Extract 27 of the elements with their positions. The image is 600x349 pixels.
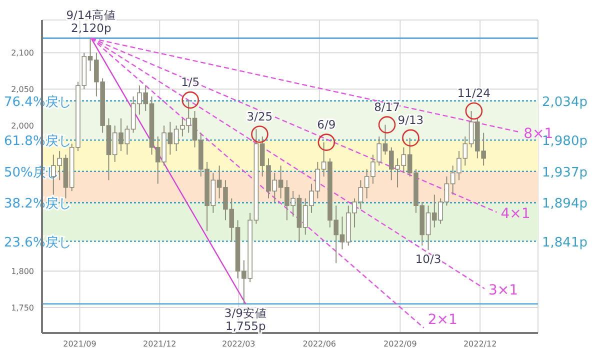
annotation: 3/25 [246, 109, 273, 124]
annotation: 6/9 [317, 117, 336, 132]
y-tick-label: 2,000 [11, 121, 34, 130]
series-label: 4×1 [500, 206, 530, 222]
annotation: 3/9安値 1,755p [224, 306, 267, 333]
annotation: 8/17 [374, 100, 400, 114]
annotation: 10/3 [415, 252, 442, 266]
annotation: 11/24 [457, 86, 490, 100]
ref-line-label: 1,894p [542, 196, 588, 212]
y-tick-label: 2,050 [11, 84, 34, 94]
series-label: 2×1 [428, 312, 458, 328]
x-tick-label: 2022/12 [463, 340, 497, 349]
annotation: 9/13 [398, 112, 424, 127]
x-tick-label: 2022/03 [222, 340, 256, 349]
ref-line-label: 2,034p [542, 94, 588, 110]
y-tick-label: 1,800 [11, 266, 34, 276]
series-label: 3×1 [488, 282, 518, 299]
annotation: 1/5 [181, 75, 200, 90]
x-tick-label: 2022/06 [302, 340, 336, 349]
annotation: 9/14高値 2,120p [66, 8, 116, 36]
ref-line-label: 1,937p [542, 165, 588, 180]
x-tick-label: 2021/09 [63, 340, 96, 349]
y-tick-label: 2,100 [11, 48, 34, 58]
x-tick-label: 2022/09 [384, 340, 417, 349]
ref-line-label: 1,841p [542, 235, 588, 250]
x-tick-label: 2021/12 [143, 340, 176, 349]
y-tick-label: 1,750 [11, 303, 34, 312]
